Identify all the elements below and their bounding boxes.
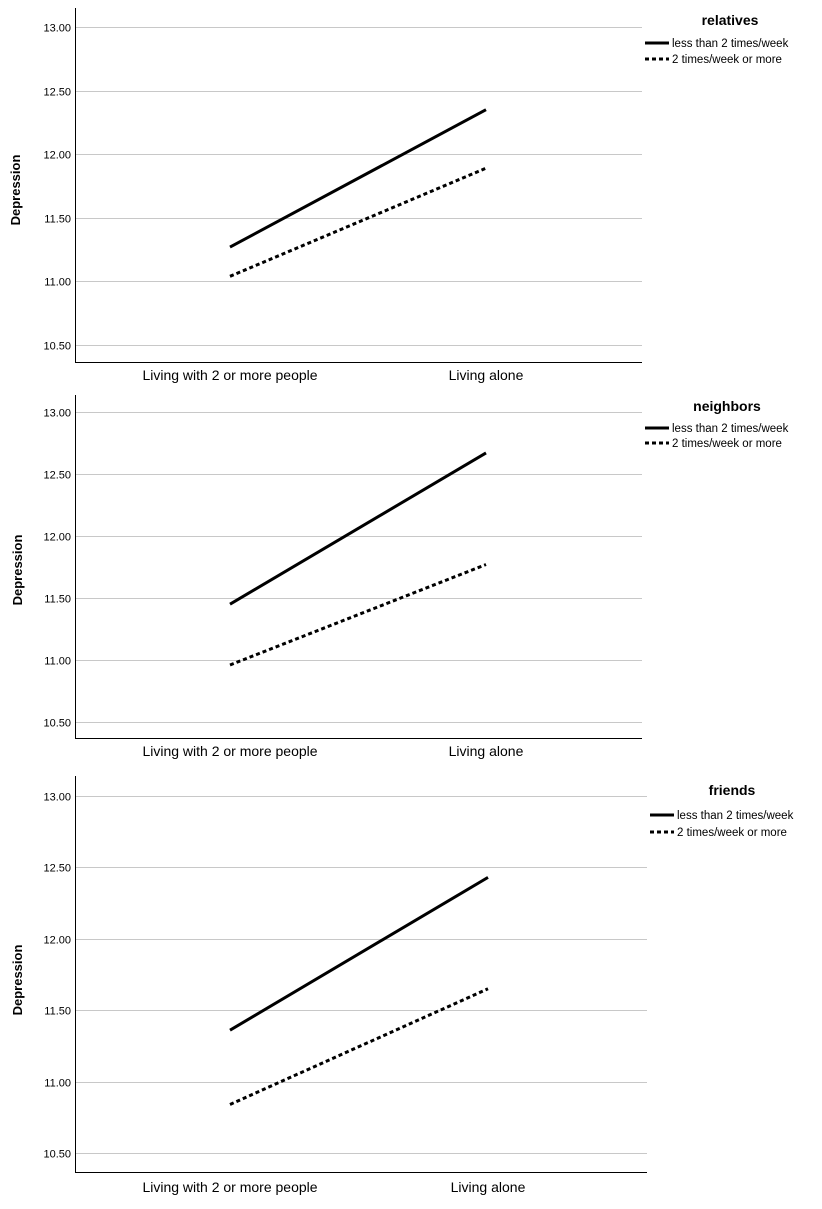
series-line-0 — [229, 108, 487, 249]
y-tick-label: 11.00 — [44, 656, 71, 668]
y-tick-label: 13.00 — [43, 792, 71, 804]
legend-entry: less than 2 times/week — [677, 810, 794, 822]
legend-entry: 2 times/week or more — [672, 54, 782, 66]
chart-panel-2: 10.50 11.00 11.50 12.00 12.50 13.00 Living wit… — [10, 776, 794, 1195]
y-tick-label: 11.50 — [44, 214, 71, 226]
legend: neighbors less than 2 times/week 2 times/w… — [645, 398, 789, 450]
y-tick-label: 12.00 — [43, 150, 71, 162]
chart-panel-1: 10.50 11.00 11.50 12.00 12.50 13.00 Living wit… — [10, 395, 789, 759]
x-category-label: Living alone — [451, 1179, 526, 1195]
y-tick-label: 12.50 — [43, 470, 71, 482]
legend-entry: less than 2 times/week — [672, 423, 789, 435]
series-line-1 — [229, 563, 487, 667]
y-tick-label: 11.50 — [44, 594, 71, 606]
legend-entry: 2 times/week or more — [677, 827, 787, 839]
y-tick-label: 13.00 — [43, 408, 71, 420]
y-tick-label: 10.50 — [43, 1149, 71, 1161]
y-tick-label: 10.50 — [43, 341, 71, 353]
y-tick-label: 12.00 — [43, 935, 71, 947]
legend-title: friends — [709, 782, 756, 798]
x-category-label: Living with 2 or more people — [142, 367, 317, 383]
legend: friends less than 2 times/week 2 times/wee… — [650, 782, 794, 839]
legend: relatives less than 2 times/week 2 times/w… — [645, 12, 789, 66]
y-tick-label: 11.00 — [44, 1078, 71, 1090]
legend-entry: 2 times/week or more — [672, 438, 782, 450]
y-tick-label: 12.50 — [43, 87, 71, 99]
legend-entry: less than 2 times/week — [672, 38, 789, 50]
series-line-0 — [229, 451, 487, 606]
legend-title: neighbors — [693, 398, 761, 414]
y-tick-label: 12.50 — [43, 863, 71, 875]
y-tick-label: 11.00 — [44, 277, 71, 289]
x-category-label: Living alone — [449, 743, 524, 759]
y-tick-label: 10.50 — [43, 718, 71, 730]
y-axis-title: Depression — [10, 945, 25, 1016]
y-tick-label: 12.00 — [43, 532, 71, 544]
y-axis-title: Depression — [8, 155, 23, 226]
y-tick-label: 11.50 — [44, 1006, 71, 1018]
x-category-label: Living with 2 or more people — [142, 743, 317, 759]
chart-panel-0: 10.50 11.00 11.50 12.00 12.50 13.00 Living wit… — [8, 8, 789, 383]
y-axis-title: Depression — [10, 535, 25, 606]
series-line-0 — [229, 876, 489, 1032]
series-line-1 — [229, 166, 487, 278]
y-tick-label: 13.00 — [43, 23, 71, 35]
series-line-1 — [229, 987, 489, 1106]
legend-title: relatives — [702, 12, 759, 28]
x-category-label: Living with 2 or more people — [142, 1179, 317, 1195]
x-category-label: Living alone — [449, 367, 524, 383]
